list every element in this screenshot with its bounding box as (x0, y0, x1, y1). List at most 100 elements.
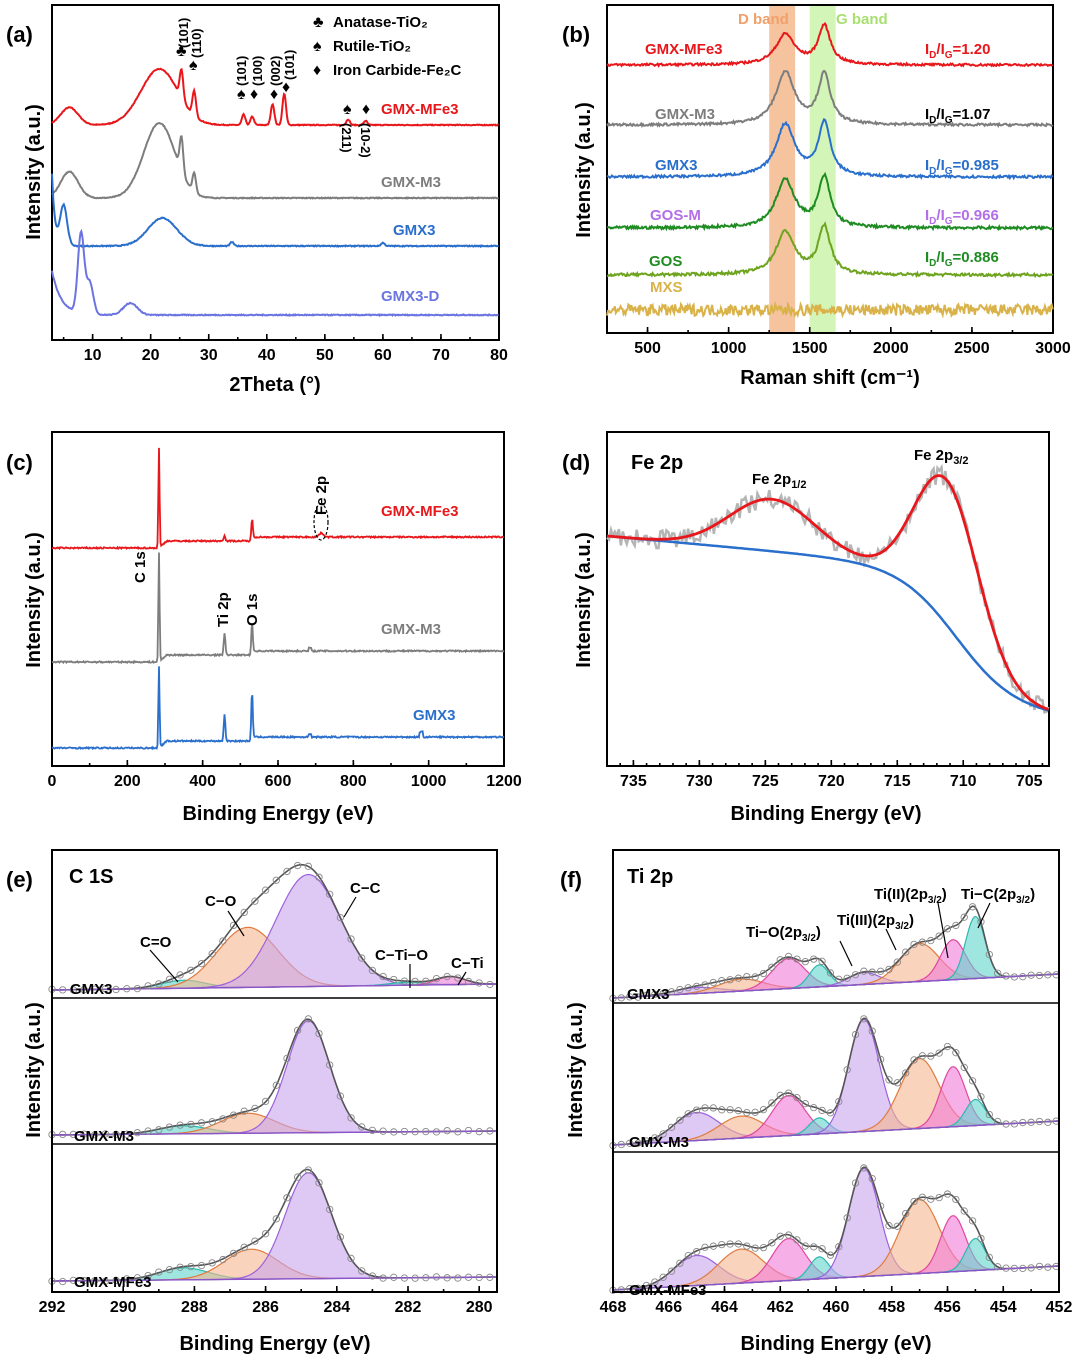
data-point (422, 977, 430, 985)
data-point (985, 950, 993, 959)
fe2p-envelope (606, 474, 1049, 711)
baseline (612, 973, 1060, 999)
data-point (751, 1244, 759, 1252)
g-band-region (809, 5, 836, 333)
x-tick-label: 290 (110, 1299, 137, 1316)
data-point (885, 1076, 893, 1084)
panel-c-curves (51, 447, 505, 751)
data-point (868, 1027, 876, 1035)
data-point (885, 1222, 893, 1230)
c-label-gmx-m3: GMX-M3 (381, 621, 441, 638)
data-point (835, 1097, 843, 1106)
fe2p12-label: Fe 2p1/2 (752, 471, 806, 491)
data-point (860, 967, 868, 975)
data-point (994, 1117, 1002, 1126)
data-point (454, 974, 462, 982)
panel-a-annotations: ♣ (101) ♠ (110) ♠ (101) ♦ (100) ♦ (002) … (176, 18, 373, 158)
data-point (133, 1274, 142, 1282)
data-point (464, 977, 473, 986)
data-point (187, 1120, 195, 1129)
data-point (240, 908, 248, 917)
data-point (219, 937, 227, 945)
ratio-gmx-mfe3: ID/IG=1.20 (925, 41, 991, 61)
f-label-ti-c: Ti−C(2p3/2) (961, 886, 1035, 906)
raman-curve-0 (606, 21, 1054, 68)
x-tick-label: 466 (655, 1299, 682, 1316)
data-point (659, 1130, 667, 1138)
data-point (935, 932, 943, 940)
data-point (994, 1263, 1002, 1271)
data-point (743, 1242, 751, 1250)
x-tick-label: 468 (600, 1299, 627, 1316)
panel-b: (b) D band G band 500 1000 1500 2000 2500 300… (562, 4, 1071, 389)
data-point (684, 1110, 692, 1118)
ratio-gmx3: ID/IG=0.985 (925, 157, 999, 177)
data-point (315, 1179, 323, 1187)
panel-a-xaxis: 10 20 30 40 50 60 70 80 (62, 334, 508, 364)
ratio-gmx-m3: ID/IG=1.07 (925, 106, 991, 126)
data-point (91, 1277, 99, 1285)
data-point (358, 1123, 366, 1131)
data-point (726, 976, 734, 984)
panel-c: (c) 0 200 400 600 800 1000 1200 Binding Energy… (6, 431, 522, 825)
x-tick-label: 20 (142, 347, 160, 364)
legend-rutile-text: Rutile-TiO₂ (333, 38, 411, 55)
data-point (952, 1195, 960, 1204)
panel-b-ylabel: Intensity (a.u.) (573, 102, 595, 238)
c-label-gmx3: GMX3 (413, 707, 456, 724)
panel-b-xlabel: Raman shift (cm⁻¹) (740, 367, 919, 389)
raman-curve-1 (606, 69, 1054, 129)
raman-curve-4 (606, 221, 1054, 279)
e-label-c-ti: C−Ti (451, 955, 484, 972)
data-point (101, 985, 110, 993)
data-point (411, 977, 419, 986)
data-point (475, 979, 483, 987)
data-point (709, 1104, 717, 1112)
data-point (326, 890, 334, 898)
data-point (251, 1237, 259, 1245)
data-point (617, 1140, 626, 1149)
panel-e-curves (48, 861, 498, 1286)
data-point (793, 1094, 801, 1102)
b-label-gmx-mfe3: GMX-MFe3 (645, 41, 723, 58)
data-point (651, 1134, 659, 1142)
e-label-c-o-double: C=O (140, 934, 172, 951)
rutile-101-hkl: (101) (234, 56, 249, 86)
data-point (759, 969, 768, 978)
data-point (133, 984, 142, 993)
panel-d: (d) 735 730 725 720 715 710 705 Binding Energy… (562, 431, 1050, 825)
data-point (910, 1056, 918, 1064)
data-point (379, 1127, 387, 1135)
x-tick-label: 710 (950, 773, 977, 790)
svg-text:ID/IG=1.07: ID/IG=1.07 (925, 106, 991, 126)
a-label-gmx3: GMX3 (393, 222, 436, 239)
fe2c-100-symbol: ♦ (250, 86, 258, 103)
data-point (634, 1139, 642, 1147)
data-point (368, 1126, 377, 1135)
data-point (368, 1272, 377, 1280)
data-point (876, 1055, 885, 1064)
data-point (701, 1104, 709, 1112)
data-point (667, 1267, 676, 1275)
data-point (952, 921, 960, 930)
data-point (810, 1243, 818, 1251)
panel-f-label: (f) (560, 867, 582, 892)
x-tick-label: 1200 (486, 773, 522, 790)
data-point (642, 991, 651, 1000)
data-point (776, 1091, 784, 1099)
data-point (475, 1128, 483, 1136)
x-tick-label: 458 (878, 1299, 905, 1316)
data-point (935, 1049, 943, 1057)
data-point (443, 972, 451, 981)
x-tick-label: 460 (823, 1299, 850, 1316)
f-arrow-ti-iii (885, 928, 897, 951)
panel-d-title: Fe 2p (631, 452, 683, 474)
baseline (612, 1120, 1060, 1146)
f-label-ti-iii: Ti(III)(2p3/2) (837, 912, 914, 932)
svg-text:ID/IG=0.886: ID/IG=0.886 (925, 249, 999, 269)
data-point (851, 971, 860, 979)
x-tick-label: 800 (340, 773, 367, 790)
data-point (261, 1230, 270, 1238)
panel-e-ylabel: Intensity (a.u.) (23, 1002, 45, 1138)
